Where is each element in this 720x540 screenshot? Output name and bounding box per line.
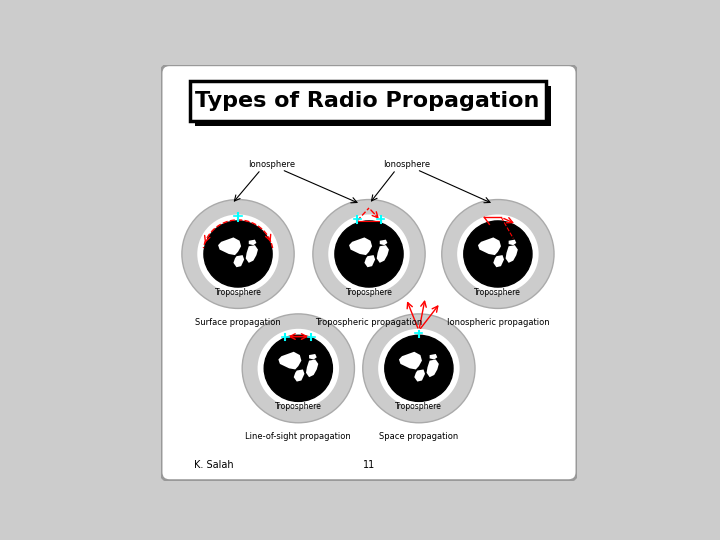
PathPatch shape (279, 352, 302, 369)
Bar (195, 86, 551, 126)
Ellipse shape (384, 335, 453, 401)
Ellipse shape (242, 314, 354, 423)
PathPatch shape (249, 240, 256, 245)
Text: 11: 11 (363, 460, 375, 470)
PathPatch shape (430, 354, 437, 360)
Text: Types of Radio Propagation: Types of Radio Propagation (194, 91, 539, 111)
Text: Ionosphere: Ionosphere (383, 160, 430, 169)
Ellipse shape (313, 200, 425, 308)
Text: Troposphere: Troposphere (346, 288, 392, 297)
PathPatch shape (399, 352, 422, 369)
Ellipse shape (442, 200, 554, 308)
PathPatch shape (493, 255, 504, 267)
Text: Ionosphere: Ionosphere (248, 160, 295, 169)
Text: Space propagation: Space propagation (379, 432, 459, 441)
PathPatch shape (478, 238, 501, 255)
Ellipse shape (378, 329, 459, 408)
Text: Troposphere: Troposphere (275, 402, 322, 411)
Ellipse shape (182, 200, 294, 308)
PathPatch shape (508, 240, 516, 245)
Ellipse shape (204, 221, 272, 287)
Text: K. Salah: K. Salah (194, 460, 234, 470)
Ellipse shape (258, 329, 339, 408)
Ellipse shape (197, 214, 279, 294)
Text: Tropospheric propagation: Tropospheric propagation (315, 318, 423, 327)
Text: Ionospheric propagation: Ionospheric propagation (446, 318, 549, 327)
Bar (190, 82, 546, 121)
FancyBboxPatch shape (161, 65, 577, 481)
PathPatch shape (364, 255, 375, 267)
Ellipse shape (464, 221, 532, 287)
Ellipse shape (264, 335, 333, 401)
PathPatch shape (306, 360, 318, 377)
PathPatch shape (426, 360, 439, 377)
Ellipse shape (457, 214, 539, 294)
Ellipse shape (328, 214, 410, 294)
Text: Troposphere: Troposphere (215, 288, 261, 297)
Text: Troposphere: Troposphere (474, 288, 521, 297)
PathPatch shape (377, 245, 389, 263)
Text: Surface propagation: Surface propagation (195, 318, 281, 327)
PathPatch shape (294, 369, 305, 382)
PathPatch shape (414, 369, 425, 382)
Ellipse shape (363, 314, 475, 423)
Ellipse shape (335, 221, 403, 287)
Text: Line-of-sight propagation: Line-of-sight propagation (246, 432, 351, 441)
PathPatch shape (379, 240, 387, 245)
PathPatch shape (233, 255, 244, 267)
PathPatch shape (246, 245, 258, 263)
PathPatch shape (505, 245, 518, 263)
PathPatch shape (349, 238, 372, 255)
PathPatch shape (218, 238, 241, 255)
Text: Troposphere: Troposphere (395, 402, 442, 411)
PathPatch shape (309, 354, 317, 360)
